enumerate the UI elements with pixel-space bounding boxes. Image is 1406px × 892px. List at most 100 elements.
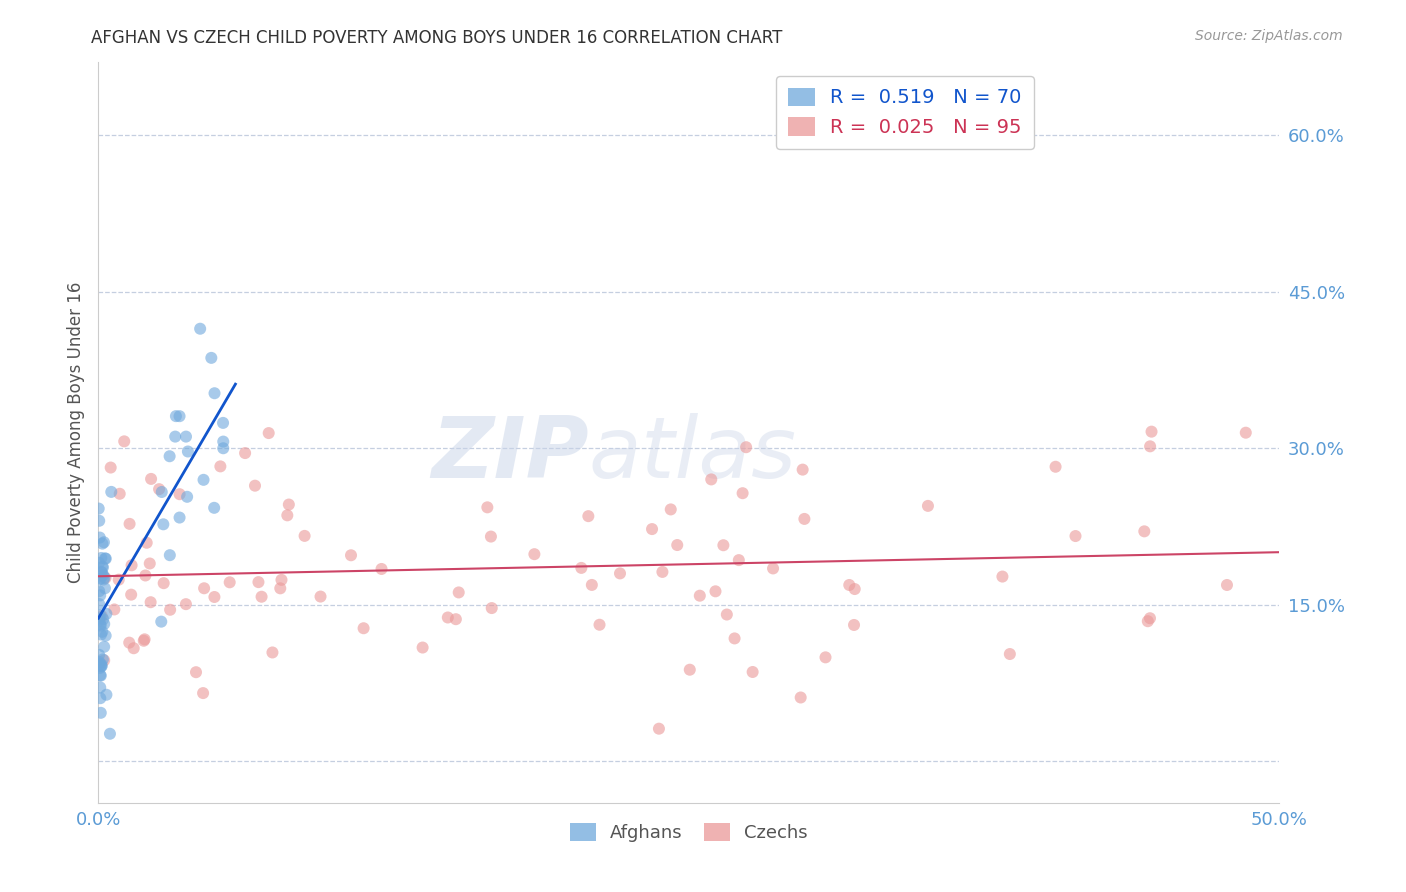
Point bbox=[998, 647, 1021, 661]
Point bbox=[689, 589, 711, 603]
Point bbox=[340, 549, 363, 563]
Point bbox=[169, 510, 191, 524]
Point bbox=[93, 570, 115, 584]
Point bbox=[91, 568, 114, 582]
Point bbox=[1216, 578, 1239, 592]
Point bbox=[87, 648, 110, 662]
Point bbox=[165, 409, 187, 424]
Point bbox=[842, 618, 865, 632]
Point bbox=[94, 551, 117, 566]
Point bbox=[90, 609, 112, 624]
Point bbox=[704, 584, 727, 599]
Point bbox=[89, 661, 111, 675]
Text: atlas: atlas bbox=[589, 413, 797, 496]
Point bbox=[716, 607, 738, 622]
Point bbox=[991, 569, 1014, 583]
Point bbox=[243, 478, 266, 492]
Point bbox=[793, 512, 815, 526]
Point bbox=[700, 472, 723, 486]
Point bbox=[731, 486, 754, 500]
Point bbox=[269, 582, 291, 596]
Point bbox=[89, 681, 111, 695]
Point bbox=[659, 502, 682, 516]
Point bbox=[89, 657, 111, 671]
Point bbox=[569, 561, 592, 575]
Point bbox=[651, 565, 673, 579]
Point bbox=[523, 547, 546, 561]
Point bbox=[212, 416, 235, 430]
Point bbox=[91, 624, 114, 639]
Point bbox=[177, 444, 200, 458]
Point bbox=[789, 690, 811, 705]
Point bbox=[917, 499, 939, 513]
Point bbox=[93, 573, 115, 587]
Point bbox=[159, 548, 181, 562]
Point bbox=[100, 484, 122, 499]
Point bbox=[152, 576, 174, 591]
Point bbox=[184, 665, 207, 680]
Point bbox=[370, 562, 392, 576]
Point bbox=[90, 658, 112, 673]
Point bbox=[294, 529, 316, 543]
Point bbox=[152, 517, 174, 532]
Point bbox=[202, 500, 225, 515]
Point bbox=[193, 473, 215, 487]
Point bbox=[89, 588, 111, 602]
Point bbox=[98, 727, 121, 741]
Point bbox=[735, 440, 758, 454]
Point bbox=[150, 485, 173, 500]
Point bbox=[94, 551, 117, 566]
Point bbox=[1045, 459, 1067, 474]
Point bbox=[118, 635, 141, 649]
Point bbox=[89, 608, 111, 623]
Point bbox=[588, 617, 610, 632]
Point bbox=[204, 590, 226, 604]
Point bbox=[91, 559, 114, 574]
Point bbox=[1140, 425, 1163, 439]
Point bbox=[641, 522, 664, 536]
Point bbox=[844, 582, 866, 596]
Point bbox=[193, 581, 215, 595]
Point bbox=[91, 536, 114, 550]
Point bbox=[176, 490, 198, 504]
Point bbox=[96, 607, 118, 621]
Point bbox=[132, 633, 155, 648]
Point bbox=[481, 601, 503, 615]
Point bbox=[270, 573, 292, 587]
Point bbox=[94, 571, 117, 585]
Point bbox=[89, 614, 111, 628]
Point bbox=[581, 578, 603, 592]
Point bbox=[200, 351, 222, 365]
Point bbox=[437, 610, 460, 624]
Point bbox=[838, 578, 860, 592]
Point bbox=[723, 632, 745, 646]
Legend: Afghans, Czechs: Afghans, Czechs bbox=[562, 816, 815, 849]
Point bbox=[444, 612, 467, 626]
Point bbox=[89, 668, 111, 682]
Point bbox=[120, 588, 142, 602]
Point bbox=[257, 426, 280, 441]
Point bbox=[233, 446, 256, 460]
Point bbox=[212, 442, 235, 456]
Point bbox=[100, 460, 122, 475]
Point bbox=[159, 449, 181, 463]
Point bbox=[89, 514, 111, 528]
Point bbox=[90, 668, 112, 682]
Point bbox=[90, 657, 112, 672]
Point bbox=[89, 597, 111, 611]
Point bbox=[1234, 425, 1257, 440]
Point bbox=[174, 429, 197, 443]
Point bbox=[89, 691, 111, 706]
Point bbox=[648, 722, 671, 736]
Point bbox=[209, 459, 232, 474]
Point bbox=[91, 612, 114, 626]
Point bbox=[727, 553, 749, 567]
Point bbox=[90, 566, 112, 580]
Point bbox=[174, 597, 197, 611]
Text: Source: ZipAtlas.com: Source: ZipAtlas.com bbox=[1195, 29, 1343, 43]
Point bbox=[1139, 611, 1161, 625]
Point bbox=[792, 462, 814, 476]
Point bbox=[309, 590, 332, 604]
Point bbox=[1136, 614, 1159, 628]
Point bbox=[609, 566, 631, 581]
